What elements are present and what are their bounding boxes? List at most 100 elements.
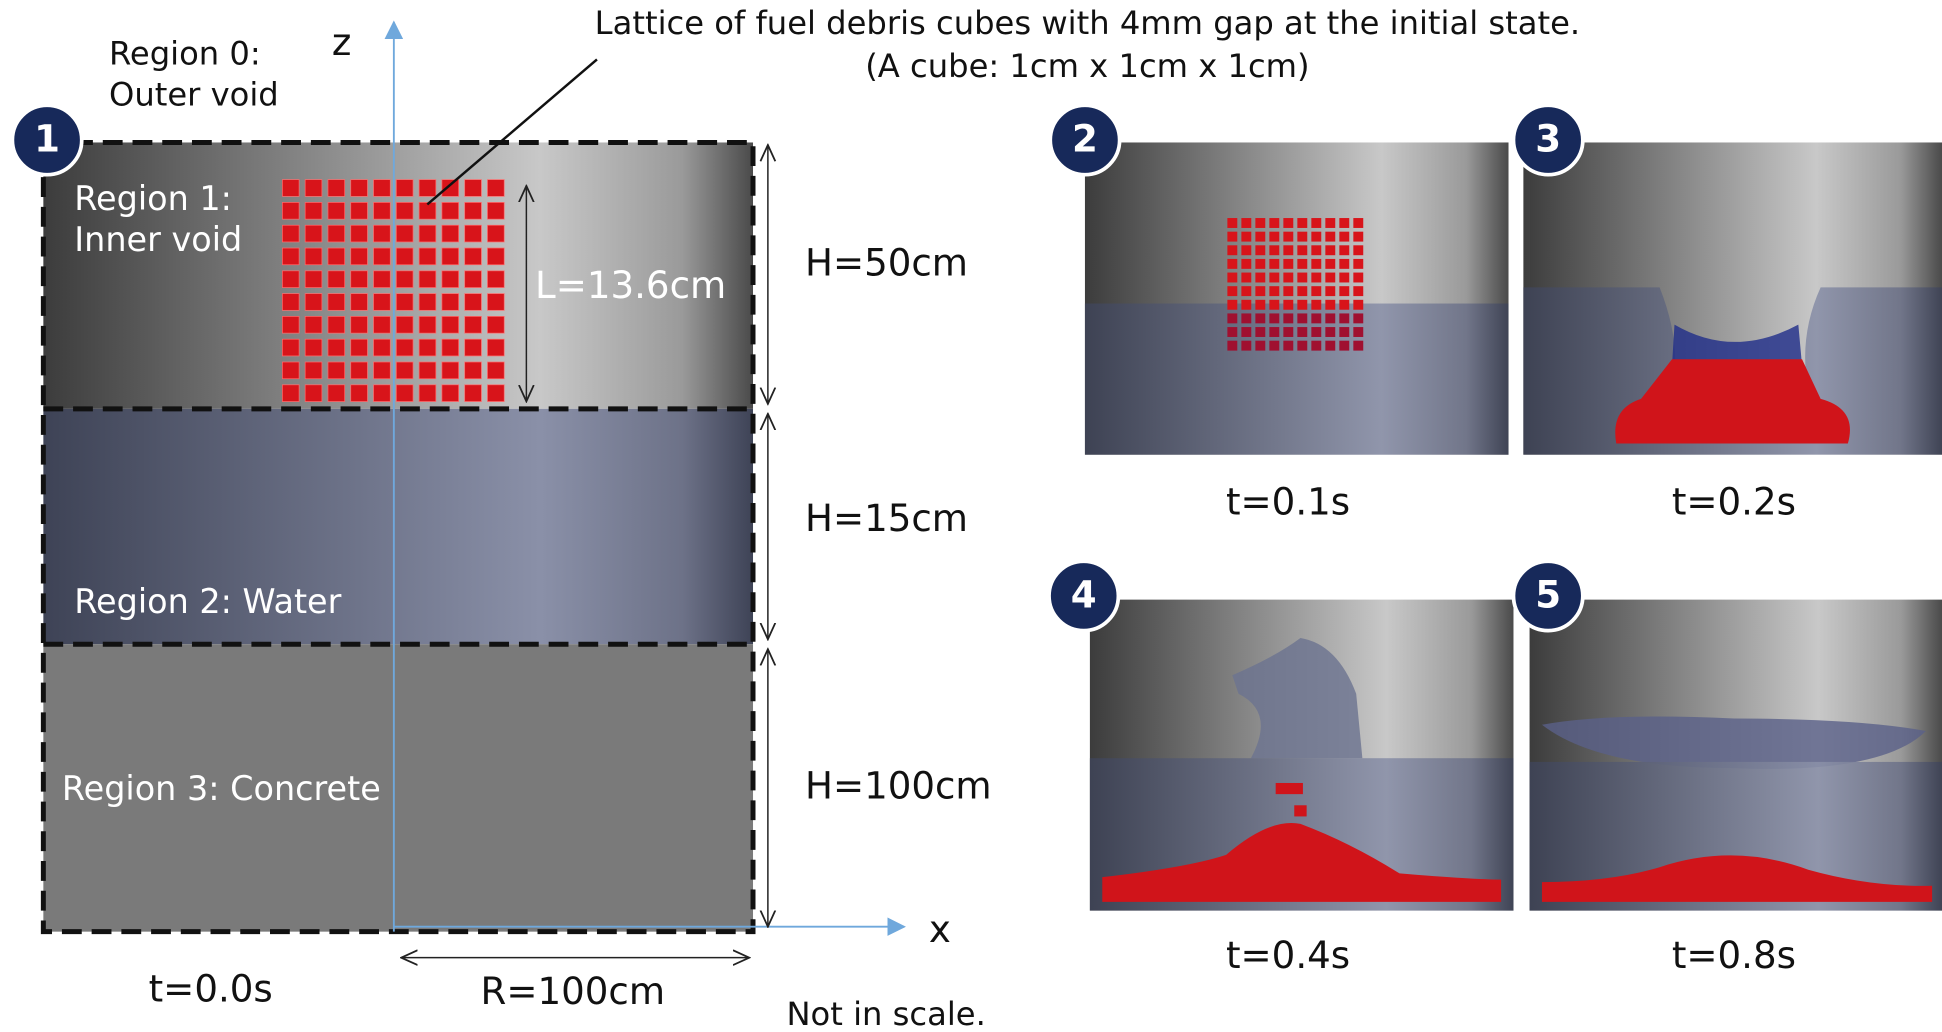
time-label: t=0.2s [1672,481,1796,524]
cube [1339,300,1349,310]
region-label: Region 1: [74,179,232,218]
cube [351,385,368,402]
time-label: t=0.8s [1672,934,1796,977]
cube [442,248,459,265]
cube [487,202,504,219]
cube [374,385,391,402]
cube [374,202,391,219]
cube [374,294,391,311]
cube [351,248,368,265]
dimension-label: H=100cm [805,764,992,807]
cube [442,316,459,333]
cube [1353,341,1363,351]
cube [1311,300,1321,310]
dimension-label: H=15cm [805,497,968,540]
cube [351,294,368,311]
axis-label: z [332,21,352,64]
badge-number: 3 [1535,118,1561,161]
cube [1269,286,1279,296]
cube [1325,232,1335,242]
cube [282,248,299,265]
badge-number: 4 [1071,574,1097,617]
cube [351,339,368,356]
cube [1283,286,1293,296]
cube [419,362,436,379]
cube [1241,259,1251,269]
cube [442,385,459,402]
cube [1283,273,1293,283]
cube [1255,286,1265,296]
cube [465,316,482,333]
cube [282,202,299,219]
cube [1227,245,1237,255]
cube [442,294,459,311]
cube [487,248,504,265]
cube [1227,313,1237,323]
cube [1227,300,1237,310]
cube [1297,273,1307,283]
cube [442,362,459,379]
cube [465,339,482,356]
cube [1283,300,1293,310]
cube [1241,232,1251,242]
cube [1353,300,1363,310]
cube [1297,245,1307,255]
dimension-label: H=50cm [805,242,968,285]
cube [1339,218,1349,228]
cube [1311,341,1321,351]
cube [1283,259,1293,269]
cube [1325,218,1335,228]
cube [1297,286,1307,296]
cube [1255,273,1265,283]
cube [1241,245,1251,255]
cube [1311,232,1321,242]
cube [1339,327,1349,337]
cube [396,316,413,333]
cube [1255,300,1265,310]
cube [351,316,368,333]
cube [305,385,322,402]
cube [487,385,504,402]
cube [282,225,299,242]
cube [487,339,504,356]
cube [1283,313,1293,323]
cube [1269,341,1279,351]
panel-t08 [1530,600,1942,911]
cube [396,339,413,356]
cube [1353,286,1363,296]
cube [1227,232,1237,242]
cube [1353,232,1363,242]
cube [1269,300,1279,310]
cube [396,385,413,402]
cube [374,316,391,333]
cube [396,180,413,197]
cube [1255,245,1265,255]
cube [328,385,345,402]
cube [282,271,299,288]
cube [374,271,391,288]
cube [305,248,322,265]
cube [465,202,482,219]
region-label: Region 2: Water [74,582,341,621]
cube [1255,259,1265,269]
cube [1269,313,1279,323]
cube [465,385,482,402]
cube [1297,313,1307,323]
cube [1339,259,1349,269]
cube [487,316,504,333]
cube [1325,300,1335,310]
dimension-label: L=13.6cm [535,264,726,307]
cube [396,202,413,219]
cube [328,294,345,311]
badge-number: 1 [34,118,60,161]
region-label: Region 0: [109,35,261,73]
cube [396,225,413,242]
cube [1353,245,1363,255]
cube [1339,313,1349,323]
cube [442,339,459,356]
cube [1325,245,1335,255]
cube [305,362,322,379]
cube [1241,286,1251,296]
cube [1283,245,1293,255]
cube [1325,259,1335,269]
